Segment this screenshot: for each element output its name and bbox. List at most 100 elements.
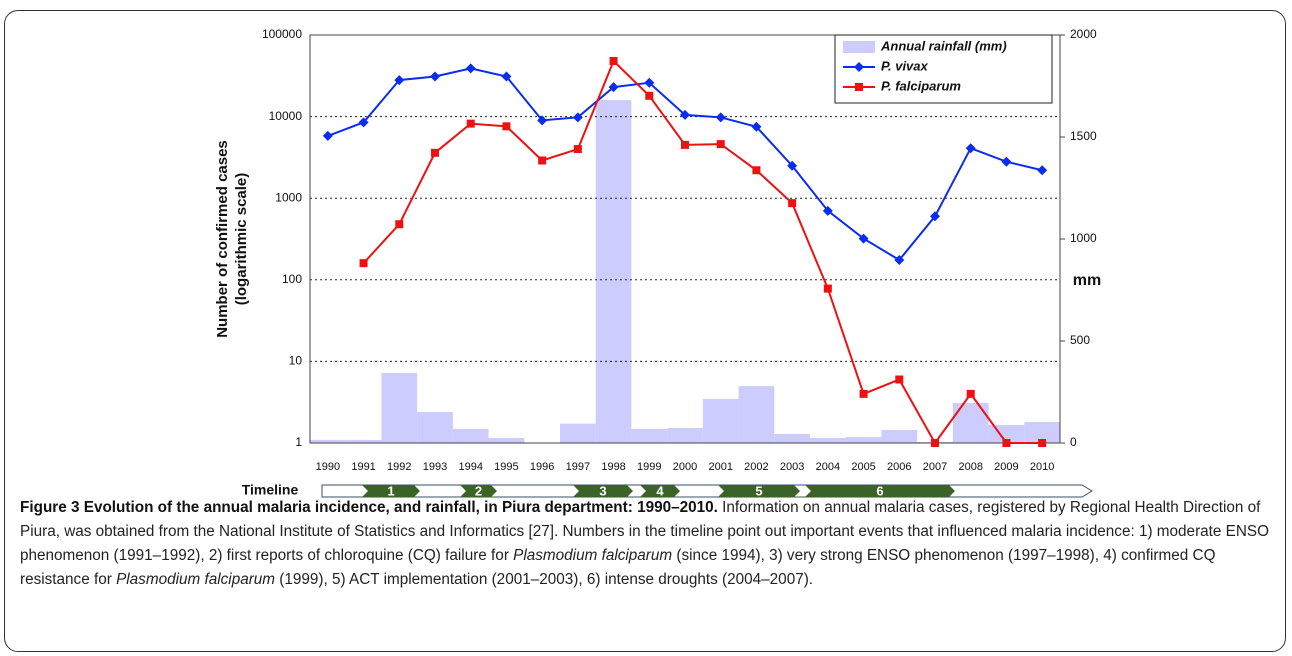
point <box>1038 439 1047 447</box>
point <box>965 143 976 154</box>
caption-text: (1999), 5) ACT implementation (2001–2003… <box>275 571 814 588</box>
x-tick-label: 1994 <box>458 461 482 473</box>
caption-text: Plasmodium falciparum <box>513 547 673 564</box>
point <box>680 109 690 120</box>
caption: Figure 3 Evolution of the annual malaria… <box>20 496 1275 592</box>
point <box>322 130 333 141</box>
point <box>358 117 369 128</box>
y2-tick-label: 500 <box>1070 333 1090 347</box>
timeline-event-label: 4 <box>656 483 664 498</box>
point <box>430 71 440 82</box>
bar <box>1024 421 1060 443</box>
bar <box>881 429 918 443</box>
y-tick-label: 100 <box>282 272 302 286</box>
point <box>502 122 511 131</box>
bar <box>560 423 596 443</box>
point <box>538 156 547 165</box>
bar <box>738 386 775 443</box>
caption-title: Figure 3 Evolution of the annual malaria… <box>20 499 718 516</box>
point <box>466 119 475 128</box>
x-tick-label: 1999 <box>637 461 661 473</box>
x-tick-label: 1996 <box>530 461 554 473</box>
point <box>395 220 404 229</box>
point <box>752 166 761 175</box>
figure-frame <box>4 10 1286 652</box>
legend-marker <box>855 83 863 91</box>
y-axis-label-line: (logarithmic scale) <box>233 173 250 306</box>
point <box>644 77 655 88</box>
point <box>537 115 548 126</box>
x-tick-label: 2004 <box>816 461 840 473</box>
timeline-event <box>362 485 420 497</box>
point <box>1037 165 1048 176</box>
x-tick-label: 1991 <box>351 461 375 473</box>
point <box>572 112 583 123</box>
legend-marker <box>854 62 864 72</box>
x-tick-label: 1998 <box>601 461 625 473</box>
point <box>931 439 939 447</box>
caption-text: Information on annual malaria cases, reg… <box>20 499 1270 564</box>
x-tick-label: 2000 <box>673 461 697 473</box>
y-tick-label: 10000 <box>269 109 303 123</box>
y2-axis-label: mm <box>1073 272 1101 289</box>
y-axis-label-line: Number of confirmed cases <box>214 140 231 338</box>
bar <box>310 439 346 443</box>
legend-label: Annual rainfall (mm) <box>880 38 1007 53</box>
point <box>859 389 868 398</box>
point <box>608 82 619 93</box>
timeline-event-label: 5 <box>755 483 762 498</box>
bar <box>595 100 632 444</box>
bar <box>345 439 382 443</box>
bar <box>667 427 703 443</box>
bar <box>488 437 525 443</box>
point <box>681 140 689 149</box>
y2-tick-label: 2000 <box>1070 27 1097 41</box>
point <box>1002 439 1011 447</box>
point <box>359 259 368 268</box>
point <box>823 284 832 293</box>
point <box>573 145 582 154</box>
timeline-label: Timeline <box>242 482 299 498</box>
point <box>431 148 439 157</box>
point <box>822 205 833 216</box>
x-tick-label: 2002 <box>744 461 768 473</box>
line <box>362 59 1043 445</box>
x-tick-label: 2008 <box>958 461 982 473</box>
legend-label: P. vivax <box>881 58 929 73</box>
bar <box>845 437 882 443</box>
point <box>1001 156 1012 167</box>
bar <box>774 434 810 443</box>
point <box>465 63 476 74</box>
point <box>930 211 940 222</box>
x-tick-label: 2007 <box>923 461 947 473</box>
x-tick-label: 2005 <box>851 461 875 473</box>
x-tick-label: 2003 <box>780 461 804 473</box>
bar <box>452 428 489 443</box>
x-tick-label: 2009 <box>994 461 1018 473</box>
bar <box>417 411 453 443</box>
point <box>394 75 405 86</box>
point <box>787 160 798 171</box>
legend-label: P. falciparum <box>881 78 961 93</box>
timeline-event <box>640 485 680 497</box>
timeline-event-label: 6 <box>876 483 883 498</box>
point <box>501 71 512 82</box>
point <box>858 233 869 244</box>
point <box>894 254 905 265</box>
bar <box>631 428 668 443</box>
x-tick-label: 2001 <box>708 461 732 473</box>
caption-text: Plasmodium falciparum <box>116 571 276 588</box>
point <box>895 375 904 384</box>
y-tick-label: 1 <box>295 435 302 449</box>
x-tick-label: 2006 <box>887 461 911 473</box>
timeline-event <box>573 485 633 497</box>
timeline-event-label: 3 <box>599 483 606 498</box>
plot-border <box>309 34 1061 444</box>
point <box>645 91 654 100</box>
timeline-event-label: 1 <box>387 483 394 498</box>
x-tick-label: 1990 <box>316 461 340 473</box>
point <box>716 140 725 149</box>
y-axis-label: Number of confirmed cases (logarithmic sc… <box>214 140 250 338</box>
